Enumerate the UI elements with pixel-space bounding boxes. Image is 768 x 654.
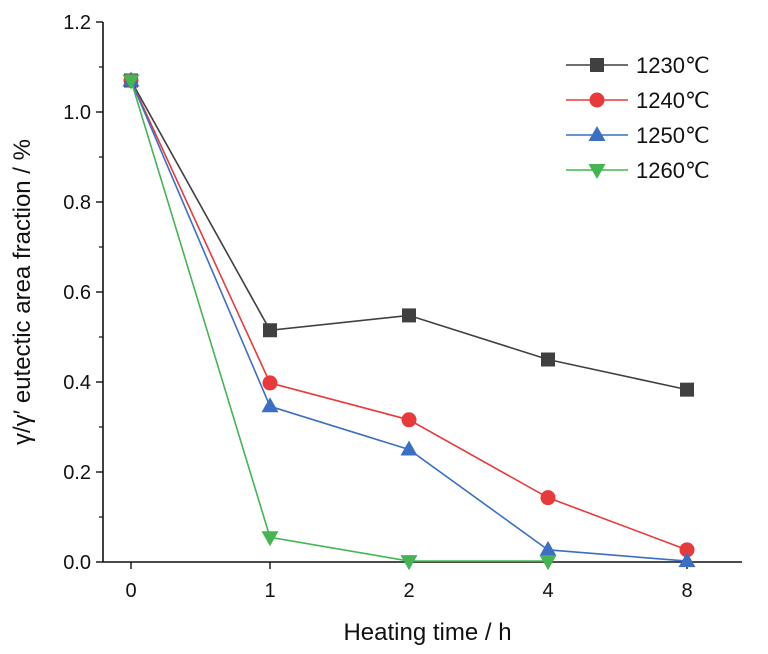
y-axis-title: γ/γ′ eutectic area fraction / % — [9, 139, 36, 445]
data-point — [680, 382, 694, 397]
y-tick-label: 0.4 — [63, 372, 91, 394]
data-point — [539, 555, 557, 571]
series-4 — [122, 74, 557, 571]
y-tick-label: 0.8 — [63, 192, 91, 214]
data-point — [263, 323, 277, 338]
series-line — [130, 80, 688, 391]
legend-item: 1230℃ — [566, 53, 710, 78]
data-point — [262, 375, 278, 391]
data-point — [261, 397, 279, 413]
series-1 — [124, 73, 694, 397]
legend-marker — [588, 164, 606, 179]
x-tick-label: 4 — [542, 580, 553, 602]
y-tick-label: 0.2 — [63, 462, 91, 484]
data-point — [261, 531, 279, 547]
x-tick-label: 1 — [264, 580, 275, 602]
y-tick-label: 1.0 — [63, 102, 91, 124]
legend-marker — [588, 126, 606, 141]
data-point — [400, 440, 418, 456]
data-point — [400, 555, 418, 571]
y-tick-label: 1.2 — [63, 12, 91, 34]
legend-label: 1260℃ — [636, 158, 710, 183]
data-point — [541, 352, 555, 367]
legend-item: 1260℃ — [566, 158, 710, 183]
data-point — [402, 308, 416, 323]
legend-label: 1230℃ — [636, 53, 710, 78]
y-tick-label: 0.0 — [63, 552, 91, 574]
data-point — [540, 490, 556, 506]
legend-marker — [590, 58, 604, 72]
data-point — [122, 74, 140, 90]
data-point — [401, 412, 417, 428]
axes: 0.0 0.2 0.4 0.6 0.8 1.0 1.2 0 1 2 4 8 — [63, 12, 742, 602]
y-tick-label: 0.6 — [63, 282, 91, 304]
legend-marker — [589, 92, 605, 108]
legend-item: 1240℃ — [566, 88, 710, 113]
legend-item: 1250℃ — [566, 123, 710, 148]
legend-label: 1250℃ — [636, 123, 710, 148]
data-point — [679, 542, 695, 558]
data-point — [539, 540, 557, 556]
x-tick-label: 8 — [681, 580, 692, 602]
x-tick-label: 0 — [125, 580, 136, 602]
x-axis-title: Heating time / h — [343, 619, 511, 646]
legend: 1230℃ 1240℃ 1250℃ 1260℃ — [566, 53, 710, 183]
series-line — [130, 80, 548, 562]
x-tick-label: 2 — [403, 580, 414, 602]
data-point — [678, 552, 696, 568]
series-3 — [122, 71, 696, 568]
legend-label: 1240℃ — [636, 88, 710, 113]
series-layer — [122, 71, 696, 571]
